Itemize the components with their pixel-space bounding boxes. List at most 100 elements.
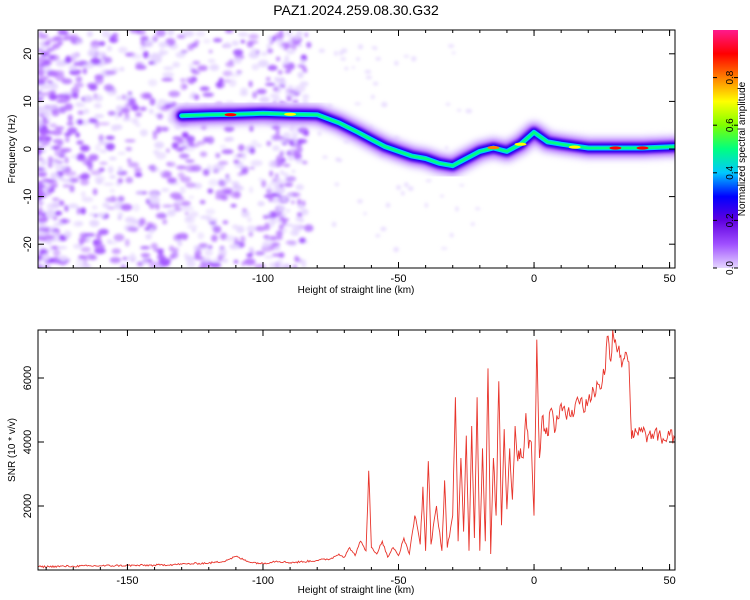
heatmap-cell <box>66 122 74 126</box>
heatmap-cell <box>162 219 168 225</box>
heatmap-cell <box>257 201 265 207</box>
heatmap-cell <box>58 154 66 158</box>
heatmap-cell <box>357 199 363 204</box>
heatmap-cell <box>117 178 124 184</box>
heatmap-cell <box>87 49 96 57</box>
heatmap-cell <box>86 253 96 260</box>
heatmap-cell <box>186 135 196 143</box>
heatmap-cell <box>41 253 50 261</box>
heatmap-cell <box>370 94 375 100</box>
heatmap-cell <box>257 59 269 68</box>
heatmap-cell <box>180 78 186 82</box>
heatmap-cell <box>191 70 201 75</box>
heatmap-cell <box>145 233 152 240</box>
heatmap-cell <box>94 74 104 81</box>
heatmap-cell <box>225 30 234 34</box>
heatmap-cell <box>199 199 206 205</box>
heatmap-cell <box>70 92 79 99</box>
ridge-highlight <box>568 145 581 149</box>
heatmap-cell <box>281 42 290 47</box>
heatmap-cell <box>140 246 151 250</box>
heatmap-cell <box>232 49 244 56</box>
top-y-tick-label: 20 <box>22 48 34 60</box>
heatmap-cell <box>207 188 214 194</box>
heatmap-cell <box>131 117 139 125</box>
heatmap-cell <box>266 140 272 147</box>
heatmap-cell <box>236 70 243 74</box>
heatmap-cell <box>119 67 125 72</box>
heatmap-cell <box>56 160 64 165</box>
heatmap-cell <box>209 262 222 268</box>
heatmap-cell <box>303 224 314 232</box>
heatmap-cell <box>38 206 43 214</box>
heatmap-cell <box>53 222 65 226</box>
heatmap-cell <box>58 255 68 261</box>
heatmap-cell <box>256 144 263 148</box>
heatmap-cell <box>50 83 57 89</box>
heatmap-cell <box>267 212 271 216</box>
heatmap-cell <box>140 92 150 100</box>
heatmap-cell <box>222 220 229 225</box>
bottom-x-tick-label: -150 <box>116 575 138 587</box>
heatmap-cell <box>38 34 48 39</box>
heatmap-cell <box>295 158 305 164</box>
heatmap-cell <box>267 48 274 54</box>
heatmap-cell <box>135 123 141 128</box>
heatmap-cell <box>105 196 118 203</box>
heatmap-cell <box>264 255 274 259</box>
heatmap-cell <box>380 226 387 232</box>
heatmap-cell <box>83 95 93 103</box>
heatmap-cell <box>139 106 147 112</box>
heatmap-cell <box>242 152 247 160</box>
heatmap-cell <box>265 237 271 243</box>
heatmap-cell <box>249 186 254 194</box>
heatmap-cell <box>193 94 200 101</box>
heatmap-cell <box>274 236 283 240</box>
heatmap-cell <box>162 204 174 208</box>
heatmap-cell <box>108 156 117 161</box>
colorbar-gradient <box>713 30 738 268</box>
heatmap-cell <box>294 85 306 93</box>
heatmap-cell <box>89 212 96 217</box>
heatmap-cell <box>139 129 148 137</box>
heatmap-cell <box>449 233 454 238</box>
heatmap-cell <box>459 184 465 187</box>
heatmap-cell <box>373 47 378 50</box>
heatmap-cell <box>218 160 229 166</box>
heatmap-cell <box>147 79 158 87</box>
heatmap-cell <box>166 209 176 217</box>
heatmap-cell <box>334 50 338 57</box>
heatmap-cell <box>256 88 267 95</box>
heatmap-cell <box>213 38 223 43</box>
heatmap-cell <box>244 258 256 266</box>
heatmap-cell <box>276 189 285 195</box>
heatmap-cell <box>161 188 170 192</box>
heatmap-cell <box>226 136 235 142</box>
heatmap-cell <box>156 264 163 268</box>
heatmap-cell <box>107 241 118 245</box>
heatmap-cell <box>90 170 102 176</box>
heatmap-cell <box>336 158 343 163</box>
heatmap-cell <box>130 252 136 259</box>
heatmap-cell <box>103 182 115 186</box>
heatmap-cell <box>280 213 287 217</box>
top-y-tick-label: -10 <box>22 189 34 205</box>
heatmap-cell <box>73 264 86 268</box>
chart-title: PAZ1.2024.259.08.30.G32 <box>273 2 439 18</box>
heatmap-cell <box>283 163 291 167</box>
heatmap-cell <box>282 64 291 69</box>
heatmap-cell <box>354 102 362 106</box>
heatmap-cell <box>185 215 193 222</box>
heatmap-cell <box>284 70 292 74</box>
heatmap-cell <box>195 30 206 37</box>
heatmap-cell <box>219 145 227 149</box>
heatmap-cell <box>241 208 248 213</box>
heatmap-cell <box>331 221 337 227</box>
heatmap-cell <box>291 132 299 137</box>
heatmap-cell <box>49 123 57 128</box>
heatmap-cell <box>124 238 130 247</box>
heatmap-cell <box>55 61 67 67</box>
heatmap-cell <box>48 93 58 101</box>
